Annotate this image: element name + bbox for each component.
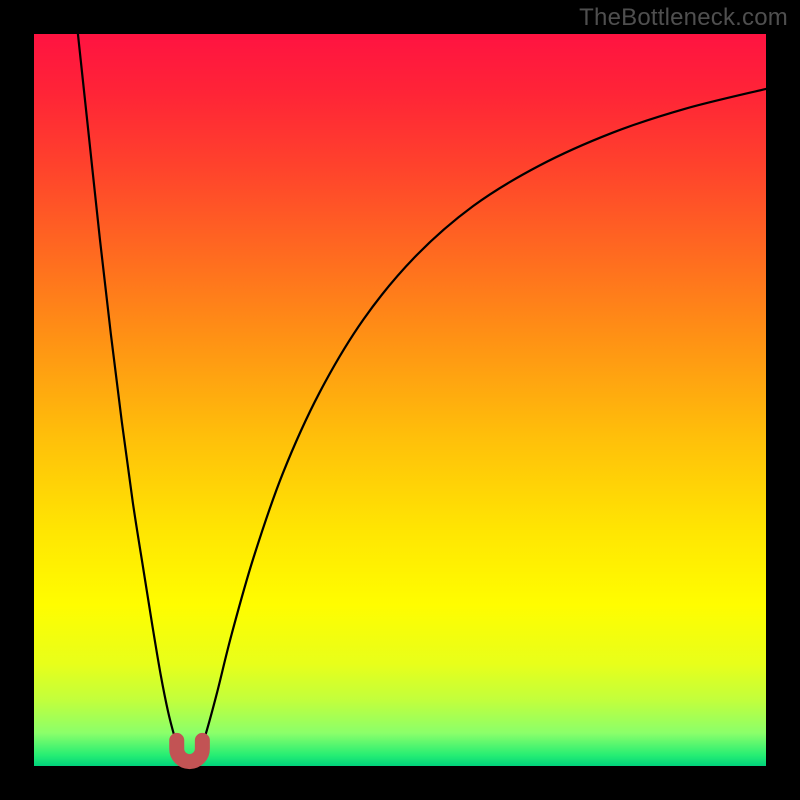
chart-svg [0,0,800,800]
chart-container: TheBottleneck.com [0,0,800,800]
watermark-text: TheBottleneck.com [579,4,788,32]
plot-background [34,34,766,766]
